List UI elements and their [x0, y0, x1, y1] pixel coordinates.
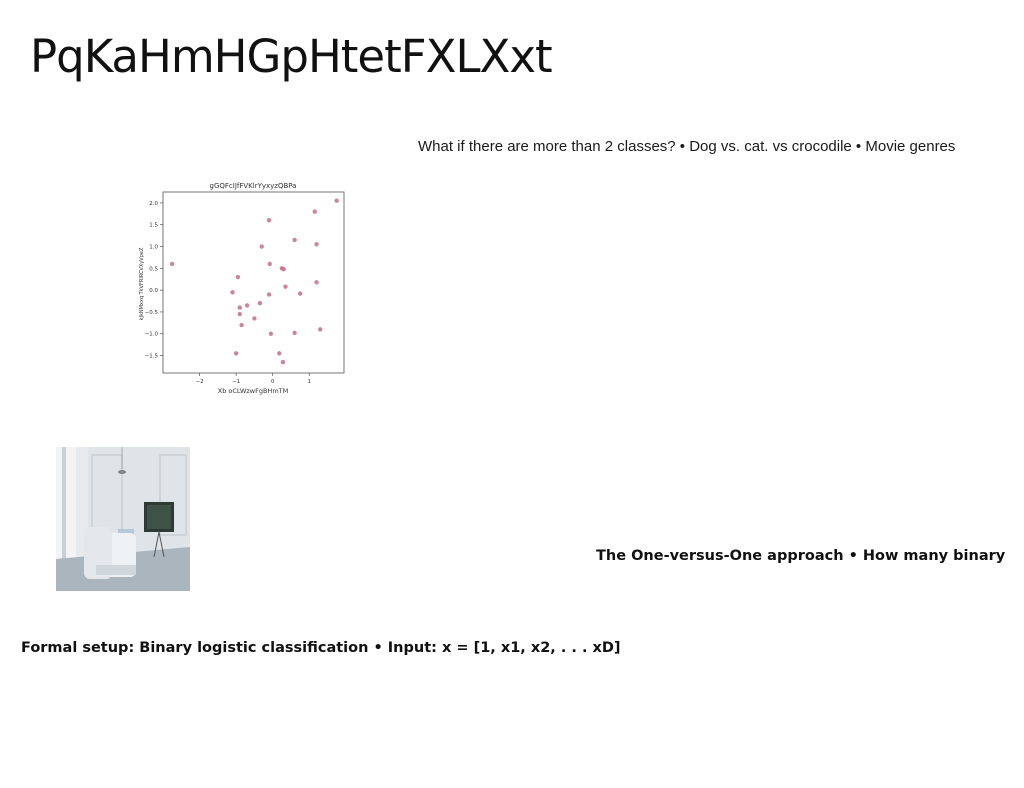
y-axis-ticks: −1.5 −1.0 −0.5 0.0 0.5 1.0 1.5 2.0 [145, 201, 163, 360]
scatter-point [268, 331, 274, 336]
y-tick-label: 0.5 [149, 266, 158, 272]
slide-title: PqKaHmHGpHtetFXLXxt [30, 30, 553, 83]
y-tick-label: 1.0 [149, 245, 158, 251]
y-tick-label: 0.0 [149, 288, 158, 294]
plot-frame [162, 191, 345, 374]
scatter-point [233, 351, 239, 356]
scatter-point [237, 305, 242, 310]
scatter-point [334, 198, 339, 203]
scatter-point [277, 351, 282, 356]
scatter-point [318, 327, 323, 332]
scatter-point [235, 274, 241, 280]
interior-room-photo [56, 447, 190, 591]
interior-room-image [56, 447, 190, 591]
body-text-formal-setup: Formal setup: Binary logistic classifica… [21, 640, 621, 656]
scatter-point [266, 292, 272, 297]
y-axis-label: kJkNMxxq TkVFRIRCVXyVpeZ [139, 247, 145, 320]
chart-title: gGQFcIJfFVKlrYyxyzQBPa [210, 182, 297, 190]
scatter-point [252, 316, 257, 321]
scatter-point [259, 244, 264, 249]
wall-panel [159, 454, 187, 536]
x-tick-label: −1 [232, 379, 240, 385]
y-tick-label: −1.5 [145, 354, 159, 360]
y-tick-label: 1.5 [149, 223, 158, 229]
scatter-point [314, 280, 319, 285]
scatter-point [230, 290, 235, 295]
scatter-point [292, 237, 297, 243]
scatter-points [169, 198, 339, 365]
body-text-multiclass: What if there are more than 2 classes? •… [418, 138, 956, 155]
x-tick-label: −2 [196, 379, 204, 385]
scatter-point [244, 303, 250, 308]
scatter-point [239, 322, 244, 328]
scatter-point [267, 261, 272, 267]
x-tick-label: 0 [271, 379, 275, 385]
body-text-one-vs-one: The One-versus-One approach • How many b… [596, 548, 1006, 564]
scatter-point [280, 359, 286, 365]
scatter-point [237, 311, 242, 317]
x-axis-label: Xb oCLWzwFgBHmTM [218, 387, 288, 395]
scatter-point [169, 261, 175, 267]
scatter-chart-svg: gGQFcIJfFVKlrYyxyzQBPa −1.5 −1.0 −0.5 0.0 0.… [139, 182, 345, 395]
scatter-point [283, 284, 288, 289]
scatter-point [257, 301, 263, 306]
y-tick-label: 2.0 [149, 201, 158, 207]
y-tick-label: −1.0 [145, 332, 159, 338]
scatter-point [314, 242, 319, 247]
x-axis-ticks: −2 −1 0 1 [196, 373, 312, 385]
y-tick-label: −0.5 [145, 310, 159, 316]
scatter-point [292, 330, 297, 336]
scatter-point [312, 209, 317, 214]
scatter-chart: gGQFcIJfFVKlrYyxyzQBPa −1.5 −1.0 −0.5 0.0 0.… [132, 174, 354, 400]
scatter-point [281, 266, 286, 272]
scatter-point [297, 291, 303, 296]
x-tick-label: 1 [308, 379, 312, 385]
pendant-lamp [118, 470, 126, 474]
scatter-point [266, 218, 272, 223]
